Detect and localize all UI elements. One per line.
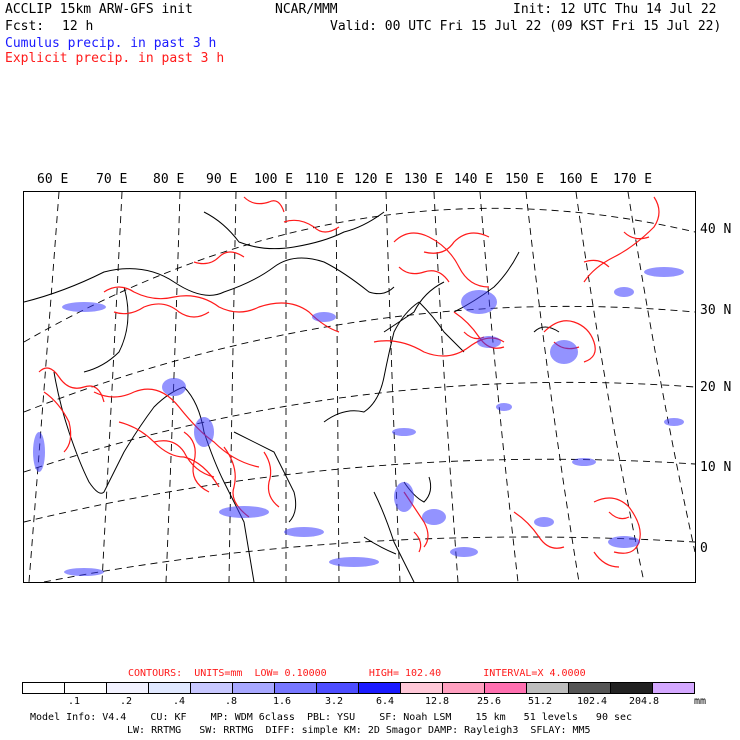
colorbar-swatch <box>317 683 359 693</box>
colorbar-swatch <box>527 683 569 693</box>
colorbar-tick: .2 <box>119 696 133 707</box>
model-info-line2: LW: RRTMG SW: RRTMG DIFF: simple KM: 2D … <box>127 725 591 736</box>
colorbar-tick: .8 <box>224 696 238 707</box>
model-title: ACCLIP 15km ARW-GFS init <box>5 2 193 17</box>
fcst-value: 12 h <box>62 19 94 34</box>
explicit-legend: Explicit precip. in past 3 h <box>5 51 225 66</box>
lat-label: 10 N <box>700 460 732 475</box>
colorbar-tick: 12.8 <box>424 696 450 707</box>
contours-interval: INTERVAL=X 4.0000 <box>483 668 586 679</box>
colorbar-swatch <box>107 683 149 693</box>
cumulus-precip <box>33 267 684 576</box>
valid-time: Valid: 00 UTC Fri 15 Jul 22 (09 KST Fri … <box>330 19 722 34</box>
colorbar-swatch <box>149 683 191 693</box>
colorbar-swatch <box>191 683 233 693</box>
colorbar-tick: 204.8 <box>628 696 660 707</box>
lon-label: 100 E <box>254 172 294 187</box>
colorbar-tick: 25.6 <box>476 696 502 707</box>
lon-label: 170 E <box>613 172 653 187</box>
map-canvas <box>24 192 695 582</box>
colorbar-swatch <box>65 683 107 693</box>
colorbar-swatch <box>401 683 443 693</box>
colorbar-tick: 1.6 <box>272 696 292 707</box>
lon-label: 130 E <box>404 172 444 187</box>
lon-label: 60 E <box>37 172 69 187</box>
fcst-label: Fcst: <box>5 19 45 34</box>
lon-label: 120 E <box>354 172 394 187</box>
colorbar-swatch <box>485 683 527 693</box>
colorbar-swatch <box>611 683 653 693</box>
lon-label: 110 E <box>305 172 345 187</box>
lon-label: 90 E <box>206 172 238 187</box>
precip-map <box>23 191 696 583</box>
color-bar <box>22 682 695 694</box>
explicit-precip <box>38 196 660 568</box>
contours-label: CONTOURS: <box>128 668 183 679</box>
colorbar-tick: 51.2 <box>527 696 553 707</box>
colorbar-swatch <box>233 683 275 693</box>
colorbar-tick: .1 <box>67 696 81 707</box>
lon-label: 160 E <box>559 172 599 187</box>
lon-label: 80 E <box>153 172 185 187</box>
coastlines <box>24 211 560 582</box>
colorbar-unit: mm <box>693 696 707 707</box>
lat-label: 40 N <box>700 222 732 237</box>
lat-label: 20 N <box>700 380 732 395</box>
lon-label: 150 E <box>505 172 545 187</box>
center-label: NCAR/MMM <box>275 2 338 17</box>
colorbar-swatch <box>359 683 401 693</box>
colorbar-swatch <box>569 683 611 693</box>
parallels <box>24 207 695 582</box>
colorbar-tick: 3.2 <box>324 696 344 707</box>
colorbar-swatch <box>443 683 485 693</box>
contours-units: UNITS=mm <box>194 668 243 679</box>
lon-label: 140 E <box>454 172 494 187</box>
lon-label: 70 E <box>96 172 128 187</box>
colorbar-swatch <box>275 683 317 693</box>
meridians <box>28 192 695 582</box>
cumulus-legend: Cumulus precip. in past 3 h <box>5 36 217 51</box>
contours-low: LOW= 0.10000 <box>254 668 327 679</box>
contours-high: HIGH= 102.40 <box>368 668 442 679</box>
lat-label: 0 <box>700 541 708 556</box>
colorbar-tick: .4 <box>172 696 186 707</box>
colorbar-tick: 6.4 <box>375 696 395 707</box>
colorbar-swatch <box>23 683 65 693</box>
lat-label: 30 N <box>700 303 732 318</box>
init-time: Init: 12 UTC Thu 14 Jul 22 <box>513 2 717 17</box>
contours-info: CONTOURS: UNITS=mm LOW= 0.10000 HIGH= 10… <box>128 668 586 680</box>
model-info-line1: Model Info: V4.4 CU: KF MP: WDM 6class P… <box>30 712 633 723</box>
colorbar-tick: 102.4 <box>576 696 608 707</box>
colorbar-swatch <box>653 683 694 693</box>
